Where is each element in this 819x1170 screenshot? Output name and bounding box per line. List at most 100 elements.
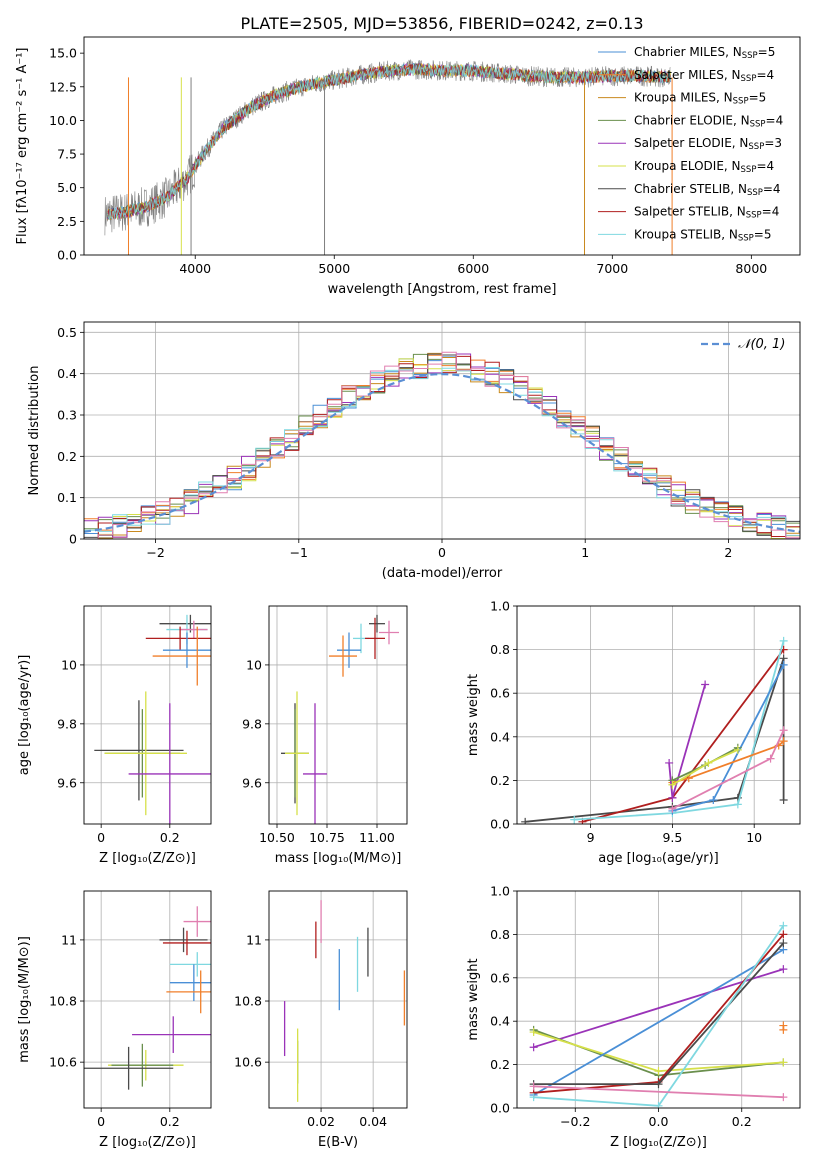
x-tick-label: 9.5 [662, 830, 682, 845]
model-spectrum-kroupa_miles [107, 63, 672, 221]
y-tick-label: 10 [61, 657, 77, 672]
series-marker [521, 817, 530, 824]
legend-label: Kroupa ELODIE, NSSP=4 [634, 159, 774, 175]
data-point [329, 635, 357, 677]
series-marker [779, 726, 788, 735]
data-point [162, 632, 211, 668]
y-tick-label: 10 [246, 657, 262, 672]
y-tick-label: 0.6 [490, 686, 510, 701]
y-tick-label: 5.0 [57, 180, 77, 195]
legend-label: Salpeter ELODIE, NSSP=3 [634, 136, 782, 152]
axes-frame [516, 890, 801, 1109]
x-tick-label: 0.02 [307, 1114, 335, 1129]
series-marker [529, 1082, 538, 1091]
data-point [379, 620, 399, 645]
series-marker [779, 921, 788, 930]
data-point [128, 703, 211, 824]
x-axis-label: E(B-V) [318, 1135, 358, 1150]
x-tick-label: 5000 [318, 261, 350, 276]
data-point [369, 614, 385, 633]
axes-frame [268, 605, 408, 825]
y-axis-label: age [log₁₀(age/yr)] [17, 655, 32, 776]
x-tick-label: 1 [581, 545, 589, 560]
panel-residuals: −2 −1 0 1 2 0 0.1 0.2 0.3 0.4 0.5 (data-model)/erro… [27, 321, 801, 581]
x-tick-label: −1 [290, 545, 308, 560]
y-tick-label: 0.6 [490, 970, 510, 985]
plot-area-residuals [84, 351, 800, 539]
series-marker [570, 815, 579, 824]
data-point [145, 626, 211, 651]
x-tick-label: 6000 [457, 261, 489, 276]
y-tick-label: 0.4 [57, 366, 77, 381]
y-tick-label: 7.5 [57, 147, 77, 162]
x-tick-label: 9 [587, 830, 595, 845]
series-marker [779, 1058, 788, 1067]
histogram-kroupa_stelib [84, 367, 800, 537]
series-line [582, 649, 785, 823]
series-marker [668, 793, 677, 802]
series-marker [529, 1093, 538, 1102]
axes-frame [83, 605, 212, 825]
x-tick-label: 10 [746, 830, 762, 845]
data-point [183, 906, 211, 937]
x-axis-label: Z [log₁₀(Z/Z⊙)] [610, 1135, 707, 1150]
data-point [94, 700, 184, 801]
plot-area-age_vs_mass [281, 614, 399, 824]
y-tick-label: 0.2 [57, 449, 77, 464]
y-tick-label: 0.4 [490, 1014, 510, 1029]
legend-label: Kroupa MILES, NSSP=5 [634, 91, 766, 107]
y-tick-label: 0.0 [490, 1101, 510, 1116]
legend-label: Chabrier MILES, NSSP=5 [634, 45, 775, 61]
y-tick-label: 0.5 [57, 325, 77, 340]
y-tick-label: 0.3 [57, 408, 77, 423]
y-tick-label: 15.0 [49, 46, 77, 61]
y-axis-label: Normed distribution [27, 366, 42, 496]
series-marker [779, 965, 788, 974]
x-tick-label: 4000 [179, 261, 211, 276]
y-tick-label: 0.2 [490, 773, 510, 788]
series-marker [733, 800, 742, 809]
legend-label: Kroupa STELIB, NSSP=5 [634, 227, 772, 243]
series-marker [654, 1101, 663, 1108]
histogram-pink [84, 351, 800, 539]
y-tick-label: 0.8 [490, 927, 510, 942]
series-marker [766, 754, 775, 763]
plot-area-massweight_vs_age [521, 636, 788, 824]
y-tick-label: 9.6 [57, 775, 77, 790]
series-marker [654, 1080, 663, 1089]
series-marker [668, 780, 677, 789]
model-spectrum-salpeter_elodie [107, 62, 672, 220]
x-tick-label: 0.0 [649, 1114, 669, 1129]
y-tick-label: 10.0 [49, 113, 77, 128]
x-tick-label: 2 [724, 545, 732, 560]
series-marker [654, 1067, 663, 1076]
data-point [84, 1046, 174, 1090]
legend-label: Chabrier ELODIE, NSSP=4 [634, 113, 783, 129]
x-tick-label: 0.2 [160, 1114, 180, 1129]
data-point [159, 927, 208, 953]
series-marker [779, 939, 788, 948]
series-marker [779, 796, 788, 805]
y-tick-label: 9.6 [242, 775, 262, 790]
axes-frame [83, 321, 801, 540]
plot-area-spectrum [104, 59, 673, 255]
axes-frame [268, 890, 408, 1109]
y-tick-label: 1.0 [490, 884, 510, 899]
data-point [337, 632, 361, 668]
x-tick-label: 0.04 [359, 1114, 387, 1129]
series-marker [779, 737, 788, 746]
y-axis-label: mass weight [466, 958, 481, 1040]
y-axis-label: mass [log₁₀(M/M⊙)] [17, 936, 32, 1063]
axes-frame [83, 890, 212, 1109]
y-tick-label: 10.6 [49, 1055, 77, 1070]
data-point [285, 691, 309, 816]
series-marker [733, 745, 742, 754]
x-tick-label: 10.75 [309, 830, 345, 845]
series-marker [529, 1043, 538, 1052]
gaussian-curve [84, 372, 800, 533]
panel-mass_vs_Z: 0 0.2 10.6 10.8 11 Z [log₁₀(Z/Z⊙)] mass [log₁₀… [17, 890, 212, 1150]
y-tick-label: 11 [246, 932, 262, 947]
data-point [111, 1043, 174, 1087]
panel-age_vs_Z: 0 0.2 9.6 9.8 10 Z [log₁₀(Z/Z⊙)] age [log₁₀(ag… [17, 605, 212, 866]
